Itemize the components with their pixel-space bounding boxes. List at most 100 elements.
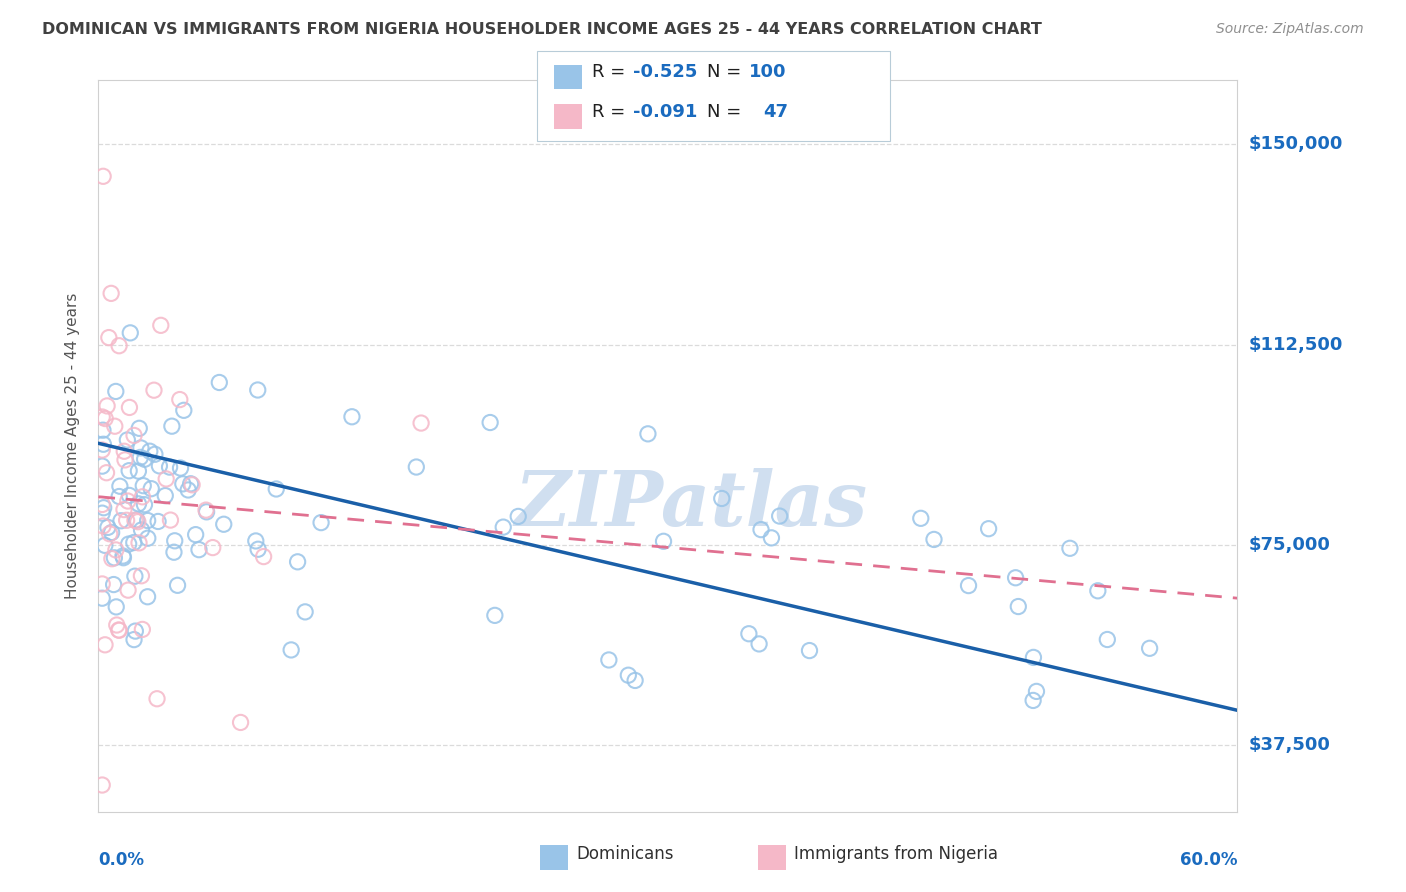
Text: $112,500: $112,500 [1249,335,1343,353]
Point [129,441,152,455]
Point [184,527,207,541]
Point [1025,684,1047,698]
Point [108,339,131,353]
Point [159,513,181,527]
Point [124,513,146,527]
Text: $150,000: $150,000 [1249,136,1343,153]
Point [91,498,114,512]
Point [155,489,177,503]
Text: N =: N = [707,103,747,120]
Point [104,384,127,399]
Point [136,514,159,528]
Point [761,531,783,545]
Point [114,453,136,467]
Point [117,433,139,447]
Point [93,500,115,515]
Point [105,599,128,614]
Point [128,421,150,435]
Point [163,533,186,548]
Point [1004,571,1026,585]
Text: R =: R = [592,63,631,81]
Point [411,416,433,430]
Point [103,550,125,565]
Point [264,482,287,496]
Point [111,549,134,563]
Point [124,624,146,639]
Point [96,399,118,413]
Text: 47: 47 [763,103,789,120]
Point [208,376,231,390]
Point [132,478,155,492]
Point [598,653,620,667]
Point [405,460,427,475]
Point [131,568,153,582]
Point [181,478,204,492]
Point [131,523,153,537]
Point [98,526,121,541]
Point [107,623,129,637]
Point [624,673,647,688]
Y-axis label: Householder Income Ages 25 - 44 years: Householder Income Ages 25 - 44 years [65,293,80,599]
Point [136,531,159,545]
Point [112,502,135,516]
Point [748,637,770,651]
Point [96,466,118,480]
Point [129,450,152,465]
Point [738,626,761,640]
Point [127,515,149,529]
Point [910,511,932,525]
Text: Dominicans: Dominicans [576,845,673,863]
Point [652,534,675,549]
Point [131,490,153,504]
Point [117,583,139,598]
Point [280,643,302,657]
Point [180,476,202,491]
Point [108,490,131,504]
Point [1139,641,1161,656]
Point [91,409,114,424]
Point [617,668,640,682]
Point [91,459,114,474]
Point [508,509,530,524]
Point [484,608,506,623]
Point [127,464,149,478]
Point [146,515,169,529]
Point [143,383,166,397]
Point [122,535,145,549]
Point [169,461,191,475]
Point [195,503,218,517]
Point [172,476,194,491]
Point [749,523,772,537]
Point [122,632,145,647]
Point [922,533,945,547]
Point [146,691,169,706]
Point [108,624,131,638]
Point [139,444,162,458]
Point [103,577,125,591]
Point [143,447,166,461]
Point [212,517,235,532]
Point [115,513,138,527]
Point [118,401,141,415]
Point [91,423,114,437]
Point [91,519,114,533]
Point [108,479,131,493]
Text: N =: N = [707,63,747,81]
Point [252,549,274,564]
Point [134,498,156,512]
Point [957,578,980,592]
Point [136,590,159,604]
Point [131,623,153,637]
Point [91,577,114,591]
Text: Immigrants from Nigeria: Immigrants from Nigeria [794,845,998,863]
Point [124,569,146,583]
Text: ZIPatlas: ZIPatlas [515,467,868,541]
Point [173,403,195,417]
Point [118,488,141,502]
Point [127,497,149,511]
Point [97,330,120,344]
Point [166,578,188,592]
Point [246,383,269,397]
Point [101,551,124,566]
Point [492,520,515,534]
